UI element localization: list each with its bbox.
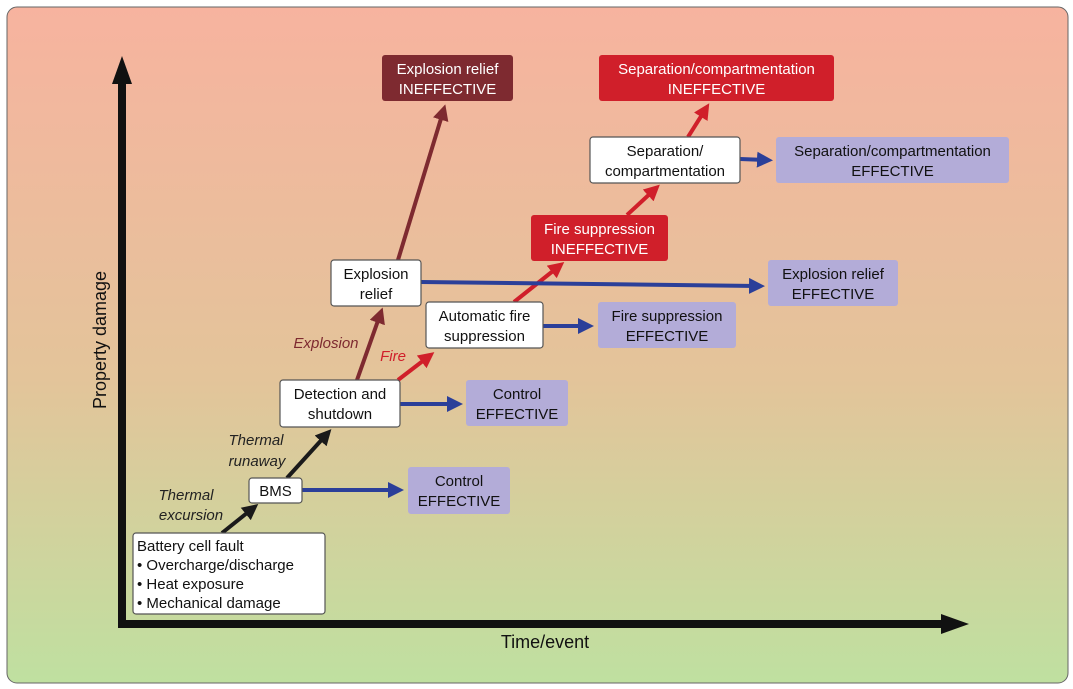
svg-text:EFFECTIVE: EFFECTIVE (851, 163, 934, 180)
outcome-control-effective-bms: Control EFFECTIVE (408, 467, 510, 514)
node-separation-compartmentation: Separation/ compartmentation (589, 136, 741, 184)
svg-text:• Overcharge/discharge: • Overcharge/discharge (137, 557, 294, 574)
svg-text:EFFECTIVE: EFFECTIVE (792, 286, 875, 303)
svg-text:Separation/: Separation/ (627, 143, 705, 160)
svg-text:Control: Control (435, 473, 483, 490)
label-fire: Fire (380, 348, 406, 365)
svg-text:• Mechanical damage: • Mechanical damage (137, 595, 281, 612)
arrow-thermal-runaway (285, 429, 332, 480)
svg-text:shutdown: shutdown (308, 406, 372, 423)
arrow-thermal-excursion (220, 504, 259, 535)
x-axis-label: Time/event (501, 632, 589, 652)
arrow-separation-ineffective (686, 103, 710, 139)
svg-text:EFFECTIVE: EFFECTIVE (418, 493, 501, 510)
outcome-fire-suppression-ineffective: Fire suppression INEFFECTIVE (531, 215, 668, 261)
svg-text:Explosion relief: Explosion relief (397, 61, 500, 78)
svg-text:INEFFECTIVE: INEFFECTIVE (551, 241, 649, 258)
svg-text:Control: Control (493, 386, 541, 403)
svg-text:BMS: BMS (259, 483, 292, 500)
svg-text:Detection and: Detection and (294, 386, 387, 403)
label-explosion: Explosion (293, 335, 358, 352)
y-axis-arrowhead (112, 56, 132, 84)
node-battery-cell-fault: Battery cell fault • Overcharge/discharg… (132, 532, 326, 615)
arrow-explosion (355, 307, 385, 381)
svg-text:Fire suppression: Fire suppression (612, 308, 723, 325)
svg-text:Separation/compartmentation: Separation/compartmentation (794, 143, 991, 160)
svg-text:suppression: suppression (444, 328, 525, 345)
arrow-fire (396, 352, 435, 382)
y-axis-label: Property damage (90, 271, 110, 409)
svg-text:Battery cell fault: Battery cell fault (137, 538, 245, 555)
progression-arrows (220, 103, 773, 535)
x-axis-arrowhead (941, 614, 969, 634)
svg-text:Automatic fire: Automatic fire (439, 308, 531, 325)
node-bms: BMS (248, 477, 303, 504)
svg-text:Separation/compartmentation: Separation/compartmentation (618, 61, 815, 78)
label-thermal-excursion-2: excursion (159, 507, 223, 524)
node-detection-shutdown: Detection and shutdown (279, 379, 401, 428)
svg-text:EFFECTIVE: EFFECTIVE (626, 328, 709, 345)
outcome-control-effective-detection: Control EFFECTIVE (466, 380, 568, 426)
svg-text:EFFECTIVE: EFFECTIVE (476, 406, 559, 423)
label-thermal-runaway-1: Thermal (228, 432, 284, 449)
svg-text:INEFFECTIVE: INEFFECTIVE (399, 81, 497, 98)
svg-text:compartmentation: compartmentation (605, 163, 725, 180)
arrow-explosion-effective (420, 277, 765, 294)
label-thermal-excursion-1: Thermal (158, 487, 214, 504)
outcome-separation-effective: Separation/compartmentation EFFECTIVE (776, 137, 1009, 183)
outcome-explosion-relief-effective: Explosion relief EFFECTIVE (768, 260, 898, 306)
outcome-separation-ineffective: Separation/compartmentation INEFFECTIVE (599, 55, 834, 101)
svg-text:relief: relief (360, 286, 393, 303)
arrow-separation-effective (739, 151, 773, 168)
outcome-explosion-relief-ineffective: Explosion relief INEFFECTIVE (382, 55, 513, 101)
node-automatic-fire-suppression: Automatic fire suppression (425, 301, 544, 349)
outcome-fire-suppression-effective: Fire suppression EFFECTIVE (598, 302, 736, 348)
svg-text:• Heat exposure: • Heat exposure (137, 576, 244, 593)
label-thermal-runaway-2: runaway (229, 453, 287, 470)
svg-text:Explosion relief: Explosion relief (782, 266, 885, 283)
node-explosion-relief: Explosion relief (330, 259, 422, 307)
arrow-explosion-ineffective (396, 104, 449, 261)
svg-text:Explosion: Explosion (343, 266, 408, 283)
arrow-to-separation (625, 184, 660, 217)
svg-text:Fire suppression: Fire suppression (544, 221, 655, 238)
svg-text:INEFFECTIVE: INEFFECTIVE (668, 81, 766, 98)
